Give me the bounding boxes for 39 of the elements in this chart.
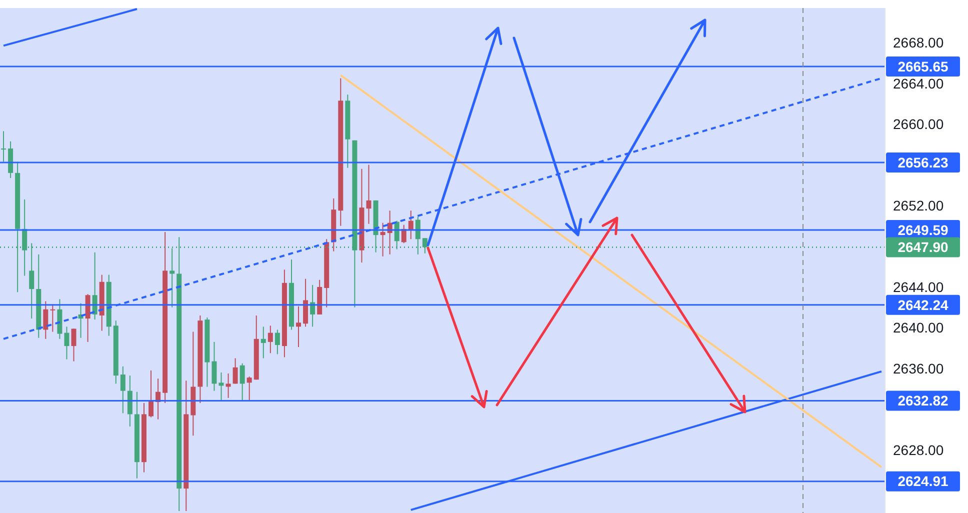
- ref-line-label: 2624.91: [898, 473, 949, 490]
- y-tick-label: 2664.00: [893, 75, 944, 92]
- candlestick: [268, 325, 273, 354]
- candlestick: [85, 294, 90, 342]
- candlestick: [296, 306, 302, 348]
- candlestick: [127, 375, 132, 427]
- y-tick-label: 2652.00: [893, 197, 944, 214]
- ref-line-label: 2649.59: [898, 222, 949, 238]
- candlestick: [240, 362, 245, 400]
- candlestick: [64, 326, 70, 360]
- candlestick: [408, 210, 414, 240]
- candlestick: [260, 326, 266, 359]
- candlestick: [274, 329, 280, 355]
- candlestick: [148, 370, 154, 418]
- candlestick: [212, 341, 217, 392]
- y-tick-label: 2640.00: [893, 320, 944, 336]
- candlestick: [366, 164, 372, 224]
- candlestick: [232, 358, 238, 384]
- candlestick: [1, 130, 6, 162]
- ref-line-label: 2656.23: [898, 154, 949, 170]
- y-tick-label: 2660.00: [893, 116, 944, 132]
- ref-line-label: 2647.90: [898, 239, 949, 256]
- candlestick: [380, 222, 386, 257]
- ref-line-label: 2665.65: [898, 58, 949, 74]
- ref-line-label: 2642.24: [898, 296, 949, 313]
- candlestick: [218, 372, 224, 400]
- y-tick-label: 2668.00: [893, 34, 944, 51]
- y-tick-label: 2636.00: [893, 360, 944, 376]
- candlestick: [246, 376, 252, 400]
- y-tick-label: 2628.00: [893, 442, 944, 458]
- candlestick: [310, 284, 316, 328]
- candlestick: [226, 373, 231, 398]
- candlestick: [71, 328, 76, 362]
- y-tick-label: 2644.00: [893, 278, 944, 295]
- candlestick: [50, 304, 56, 332]
- candlestick: [120, 366, 126, 414]
- candlestick: [303, 278, 308, 328]
- candlestick: [43, 300, 48, 340]
- ref-line-label: 2632.82: [898, 392, 949, 409]
